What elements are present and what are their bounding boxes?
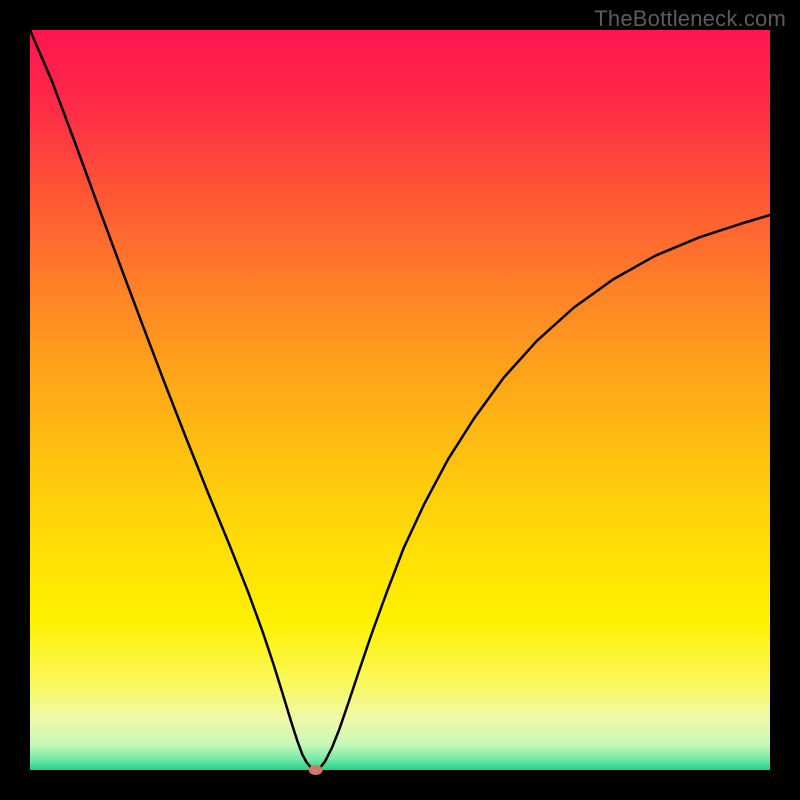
plot-gradient-bg bbox=[30, 30, 770, 770]
cusp-marker bbox=[309, 765, 323, 775]
watermark: TheBottleneck.com bbox=[594, 6, 786, 32]
bottleneck-chart bbox=[0, 0, 800, 800]
chart-container: TheBottleneck.com bbox=[0, 0, 800, 800]
